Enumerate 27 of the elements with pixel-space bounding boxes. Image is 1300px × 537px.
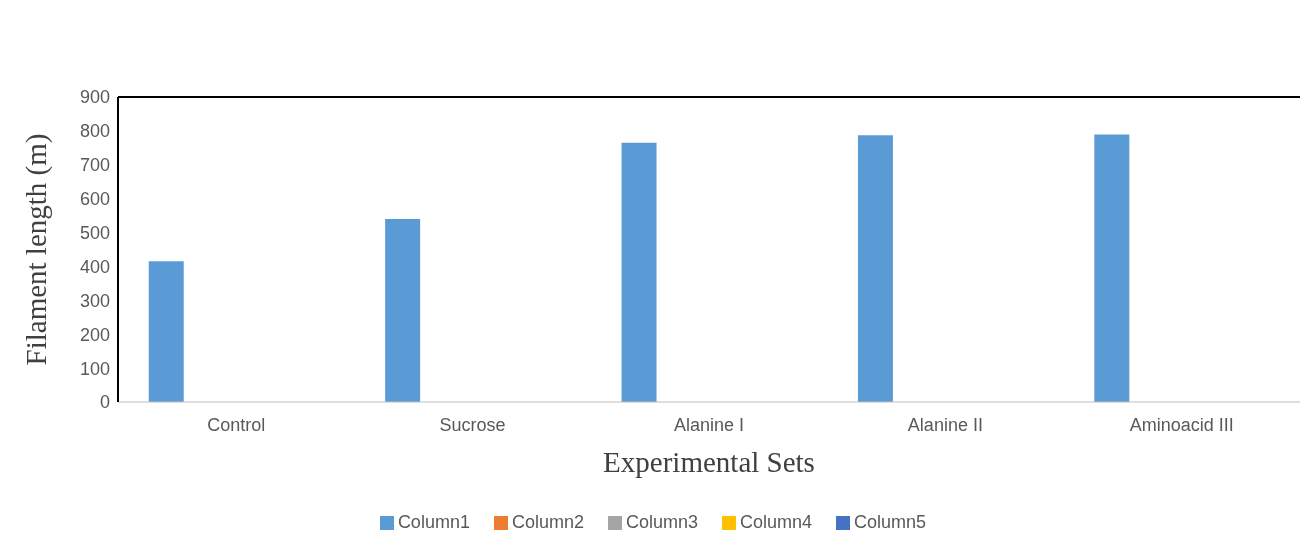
- legend-label: Column2: [511, 512, 584, 532]
- y-tick-label: 600: [79, 189, 110, 210]
- x-tick-label: Sucrose: [439, 414, 506, 435]
- legend-label: Column4: [740, 512, 813, 532]
- y-tick-label: 800: [79, 121, 110, 142]
- y-tick-label: 200: [79, 324, 110, 345]
- legend-label: Column1: [397, 512, 470, 532]
- y-tick-label: 700: [79, 155, 110, 176]
- bar: [385, 219, 421, 402]
- x-tick-label: Aminoacid III: [1129, 414, 1234, 435]
- y-tick-label: 900: [79, 87, 110, 108]
- x-tick-label: Alanine II: [907, 414, 983, 435]
- bar: [148, 261, 184, 402]
- x-axis-title: Experimental Sets: [603, 446, 815, 478]
- y-tick-label: 400: [79, 256, 110, 277]
- y-tick-label: 300: [79, 290, 110, 311]
- y-tick-label: 500: [79, 222, 110, 243]
- x-tick-label: Control: [207, 414, 266, 435]
- bar: [1094, 134, 1130, 402]
- bar: [621, 142, 657, 402]
- bar: [857, 135, 893, 402]
- legend-label: Column5: [854, 512, 927, 532]
- y-tick-label: 100: [79, 358, 110, 379]
- y-tick-label: 0: [99, 392, 110, 413]
- y-axis-title: Filament length (m): [20, 133, 54, 366]
- legend-label: Column3: [625, 512, 699, 532]
- x-tick-label: Alanine I: [673, 414, 745, 435]
